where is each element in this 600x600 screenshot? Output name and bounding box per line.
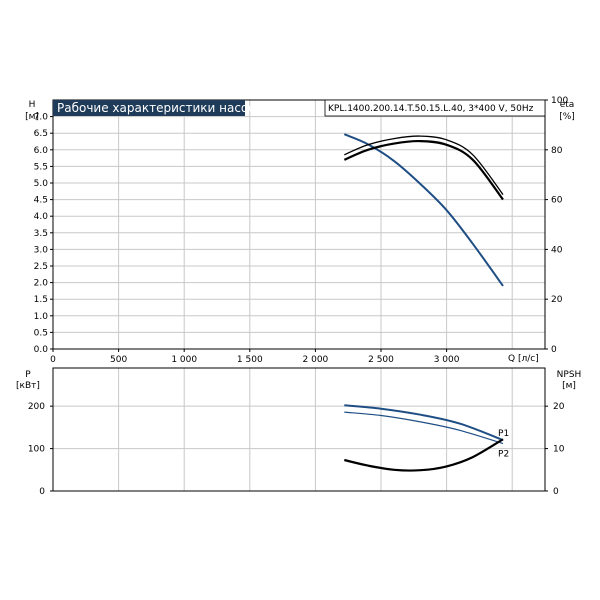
y2-axis-unit: [%] xyxy=(559,112,575,122)
p-tick-label: 200 xyxy=(28,402,45,412)
p2-label: P2 xyxy=(498,449,509,459)
p1-label: P1 xyxy=(498,429,509,439)
npsh-axis-unit: [м] xyxy=(562,381,576,391)
x-tick-label: 3 000 xyxy=(434,355,460,365)
chart-title: Рабочие характеристики насоса xyxy=(57,101,262,115)
eta-curve xyxy=(343,139,504,201)
npsh-tick-label: 0 xyxy=(553,487,559,497)
y-tick-label: 4.5 xyxy=(34,196,48,206)
y-tick-label: 4.0 xyxy=(34,212,49,222)
y-tick-label: 5.0 xyxy=(34,179,49,189)
p-axis-unit: [кВт] xyxy=(16,381,40,391)
h-curve xyxy=(343,133,504,287)
bottom-tick-labels: 0 100 200 0 10 20 xyxy=(28,402,565,497)
y-axis-label: H xyxy=(29,100,36,110)
y-axis-unit: [м] xyxy=(25,112,39,122)
y-tick-label: 3.0 xyxy=(34,245,49,255)
eta-curve-outline xyxy=(344,135,504,195)
x-tick-label: 500 xyxy=(110,355,127,365)
y-tick-label: 2.0 xyxy=(34,279,49,289)
y2-tick-label: 0 xyxy=(551,345,557,355)
bottom-plot-frame xyxy=(52,367,546,492)
y-tick-label: 2.5 xyxy=(34,262,48,272)
npsh-axis-label: NPSH xyxy=(557,370,582,380)
y-tick-label: 3.5 xyxy=(34,229,48,239)
p-tick-label: 0 xyxy=(39,487,45,497)
bottom-series: P1 P2 xyxy=(344,404,509,472)
y2-tick-label: 20 xyxy=(551,295,563,305)
x-tick-label: 1 500 xyxy=(237,355,263,365)
y2-tick-label: 80 xyxy=(551,146,563,156)
npsh-tick-label: 20 xyxy=(553,402,565,412)
y-tick-label: 6.0 xyxy=(34,146,49,156)
y2-axis-label: eta xyxy=(560,100,575,110)
y2-tick-label: 60 xyxy=(551,196,563,206)
y-tick-label: 7.0 xyxy=(34,113,49,123)
y-tick-label: 0.0 xyxy=(34,345,49,355)
top-grid xyxy=(53,100,545,349)
chart-subtitle: KPL.1400.200.14.T.50.15.L.40, 3*400 V, 5… xyxy=(328,104,534,114)
x-tick-label: 1 000 xyxy=(171,355,197,365)
bottom-grid xyxy=(53,368,545,491)
x-axis-label: Q [л/с] xyxy=(508,354,539,364)
p-tick-label: 100 xyxy=(28,445,45,455)
npsh-tick-label: 10 xyxy=(553,445,565,455)
npsh-curve xyxy=(344,438,504,472)
p-axis-label: P xyxy=(25,370,31,380)
y-tick-label: 1.5 xyxy=(34,295,48,305)
y2-tick-label: 100 xyxy=(551,96,568,106)
y-tick-label: 5.5 xyxy=(34,162,48,172)
top-tick-labels: 0 500 1 000 1 500 2 000 2 500 3 000 0.0 0.5 1.0 1.… xyxy=(34,96,569,365)
chart-title-box xyxy=(53,100,245,116)
top-series xyxy=(343,133,504,287)
y-tick-label: 6.5 xyxy=(34,129,48,139)
top-plot-frame xyxy=(52,99,546,350)
y-tick-label: 1.0 xyxy=(34,312,49,322)
y2-tick-label: 40 xyxy=(551,245,563,255)
p1-curve xyxy=(344,404,504,442)
x-tick-label: 0 xyxy=(50,355,56,365)
model-box xyxy=(324,99,546,117)
p2-curve xyxy=(344,411,504,445)
x-tick-label: 2 000 xyxy=(303,355,329,365)
y-tick-label: 0.5 xyxy=(34,328,48,338)
x-tick-label: 2 500 xyxy=(368,355,394,365)
